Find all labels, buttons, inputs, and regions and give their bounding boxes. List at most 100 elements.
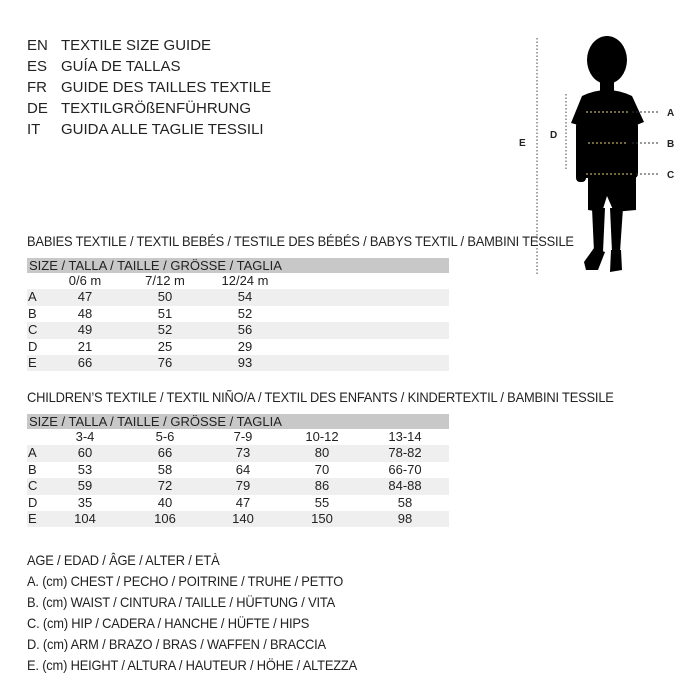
table-cell: 106	[154, 510, 176, 526]
language-code: ES	[27, 58, 48, 75]
column-header: 0/6 m	[68, 273, 102, 288]
row-label: D	[28, 494, 38, 510]
column-header: 7/12 m	[145, 273, 185, 288]
size-header: SIZE / TALLA / TAILLE / GRÖSSE / TAGLIA	[27, 258, 449, 273]
table-cell: 98	[397, 510, 413, 526]
row-label: C	[28, 478, 38, 494]
table-cell: 55	[314, 494, 330, 510]
table-cell: 47	[77, 289, 93, 305]
guide-title: GUIDA ALLE TAGLIE TESSILI	[61, 121, 264, 138]
row-label: D	[28, 338, 38, 354]
table-cell: 54	[237, 289, 253, 305]
guide-title: TEXTILGRÖßENFÜHRUNG	[61, 100, 252, 117]
table-cell: 66	[77, 354, 93, 370]
table-cell: 50	[157, 289, 173, 305]
row-label: A	[28, 289, 37, 305]
table-cell: 49	[77, 322, 93, 338]
column-header: 5-6	[155, 429, 175, 444]
table-cell: 47	[235, 494, 251, 510]
table-cell: 66-70	[388, 461, 422, 477]
table-cell: 84-88	[388, 478, 422, 494]
table-cell: 35	[77, 494, 93, 510]
language-code: FR	[27, 79, 47, 96]
measure-lines	[586, 111, 658, 175]
table-cell: 53	[77, 461, 93, 477]
row-label: A	[28, 445, 37, 461]
table-cell: 73	[235, 445, 251, 461]
label-e: E	[519, 138, 526, 149]
row-label: C	[28, 322, 38, 338]
label-c: C	[667, 170, 674, 181]
table-cell: 93	[237, 354, 253, 370]
legend-item: D. (cm) ARM / BRAZO / BRAS / WAFFEN / BR…	[27, 636, 326, 652]
table-cell: 58	[157, 461, 173, 477]
language-code: IT	[27, 121, 41, 138]
table-row: C 59 72 79 86 84-88	[27, 478, 449, 495]
column-header: 12/24 m	[221, 273, 269, 288]
column-header: 13-14	[388, 429, 422, 444]
column-header: 7-9	[233, 429, 253, 444]
legend-item: C. (cm) HIP / CADERA / HANCHE / HÜFTE / …	[27, 615, 310, 631]
table-cell: 60	[77, 445, 93, 461]
row-label: B	[28, 461, 37, 477]
table-cell: 72	[157, 478, 173, 494]
table-cell: 40	[157, 494, 173, 510]
table-cell: 52	[157, 322, 173, 338]
legend-item: E. (cm) HEIGHT / ALTURA / HAUTEUR / HÖHE…	[27, 657, 358, 673]
table-row: B 53 58 64 70 66-70	[27, 462, 449, 478]
row-label: E	[28, 510, 37, 526]
row-label: B	[28, 305, 37, 321]
size-header: SIZE / TALLA / TAILLE / GRÖSSE / TAGLIA	[27, 414, 449, 429]
table-cell: 140	[232, 510, 254, 526]
row-label: E	[28, 354, 37, 370]
children-section-title: CHILDREN’S TEXTILE / TEXTIL NIÑO/A / TEX…	[27, 389, 614, 405]
table-cell: 29	[237, 338, 253, 354]
table-cell: 104	[74, 510, 96, 526]
silhouette-icon	[571, 36, 644, 272]
table-cell: 150	[311, 510, 333, 526]
table-row: A 60 66 73 80 78-82	[27, 445, 449, 462]
table-cell: 25	[157, 338, 173, 354]
table-row: E 66 76 93	[27, 354, 449, 372]
table-cell: 86	[314, 478, 330, 494]
legend-item: AGE / EDAD / ÂGE / ALTER / ETÀ	[27, 552, 220, 568]
table-cell: 79	[235, 478, 251, 494]
label-d: D	[550, 130, 557, 141]
table-cell: 52	[237, 305, 253, 321]
label-a: A	[667, 108, 674, 119]
table-cell: 56	[237, 322, 253, 338]
table-cell: 51	[157, 305, 173, 321]
column-header: 10-12	[305, 429, 339, 444]
table-cell: 80	[314, 445, 330, 461]
table-row: E 104 106 140 150 98	[27, 510, 449, 528]
table-row: B 48 51 52	[27, 306, 449, 322]
child-silhouette-figure: A B C D E	[519, 36, 674, 276]
language-code: DE	[27, 100, 48, 117]
babies-size-table: SIZE / TALLA / TAILLE / GRÖSSE / TAGLIA 0…	[27, 258, 449, 372]
children-size-table: SIZE / TALLA / TAILLE / GRÖSSE / TAGLIA 3…	[27, 414, 449, 528]
babies-section-title: BABIES TEXTILE / TEXTIL BEBÉS / TESTILE …	[27, 233, 574, 249]
table-cell: 70	[314, 461, 330, 477]
table-cell: 21	[77, 338, 93, 354]
table-cell: 58	[397, 494, 413, 510]
column-header-row: 0/6 m 7/12 m 12/24 m	[27, 273, 449, 289]
table-cell: 76	[157, 354, 173, 370]
table-cell: 48	[77, 305, 93, 321]
table-row: C 49 52 56	[27, 322, 449, 339]
label-b: B	[667, 139, 674, 150]
table-cell: 66	[157, 445, 173, 461]
legend-item: B. (cm) WAIST / CINTURA / TAILLE / HÜFTU…	[27, 594, 336, 610]
table-cell: 64	[235, 461, 251, 477]
column-header-row: 3-4 5-6 7-9 10-12 13-14	[27, 429, 449, 445]
table-row: D 35 40 47 55 58	[27, 495, 449, 511]
table-row: A 47 50 54	[27, 289, 449, 306]
legend-item: A. (cm) CHEST / PECHO / POITRINE / TRUHE…	[27, 573, 344, 589]
language-code: EN	[27, 37, 48, 54]
guide-title: TEXTILE SIZE GUIDE	[61, 37, 212, 54]
table-row: D 21 25 29	[27, 339, 449, 355]
table-cell: 59	[77, 478, 93, 494]
column-header: 3-4	[75, 429, 95, 444]
guide-title: GUIDE DES TAILLES TEXTILE	[61, 79, 272, 96]
guide-title: GUÍA DE TALLAS	[61, 58, 181, 75]
